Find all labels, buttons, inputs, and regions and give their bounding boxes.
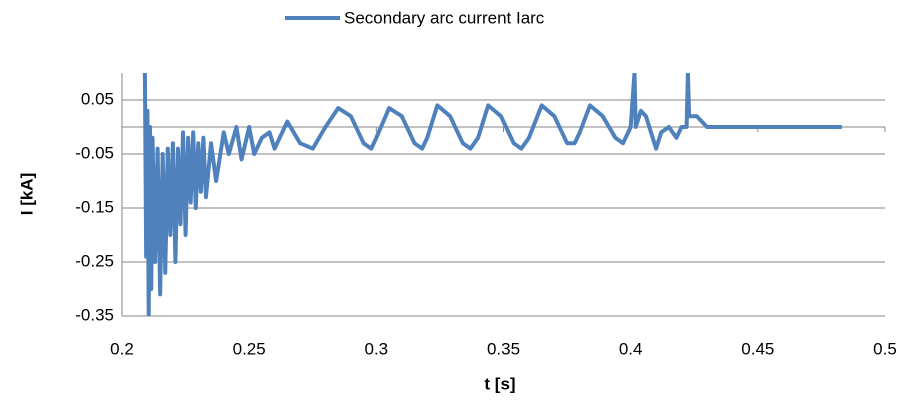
y-tick-label: -0.35	[75, 305, 114, 324]
x-tick-label: 0.25	[233, 339, 266, 358]
x-tick-label: 0.45	[741, 339, 774, 358]
x-tick-label: 0.35	[487, 339, 520, 358]
x-tick-label: 0.2	[110, 339, 134, 358]
y-tick-label: -0.25	[75, 251, 114, 270]
x-tick-label: 0.4	[619, 339, 643, 358]
x-tick-label: 0.5	[873, 339, 897, 358]
x-axis-title: t [s]	[484, 374, 515, 393]
x-tick-label: 0.3	[365, 339, 389, 358]
y-tick-label: -0.05	[75, 143, 114, 162]
y-tick-label: -0.15	[75, 197, 114, 216]
y-tick-label: 0.05	[81, 89, 114, 108]
data-line	[142, 73, 842, 316]
y-axis-title: I [kA]	[17, 173, 36, 216]
legend-label: Secondary arc current Iarc	[344, 8, 545, 27]
